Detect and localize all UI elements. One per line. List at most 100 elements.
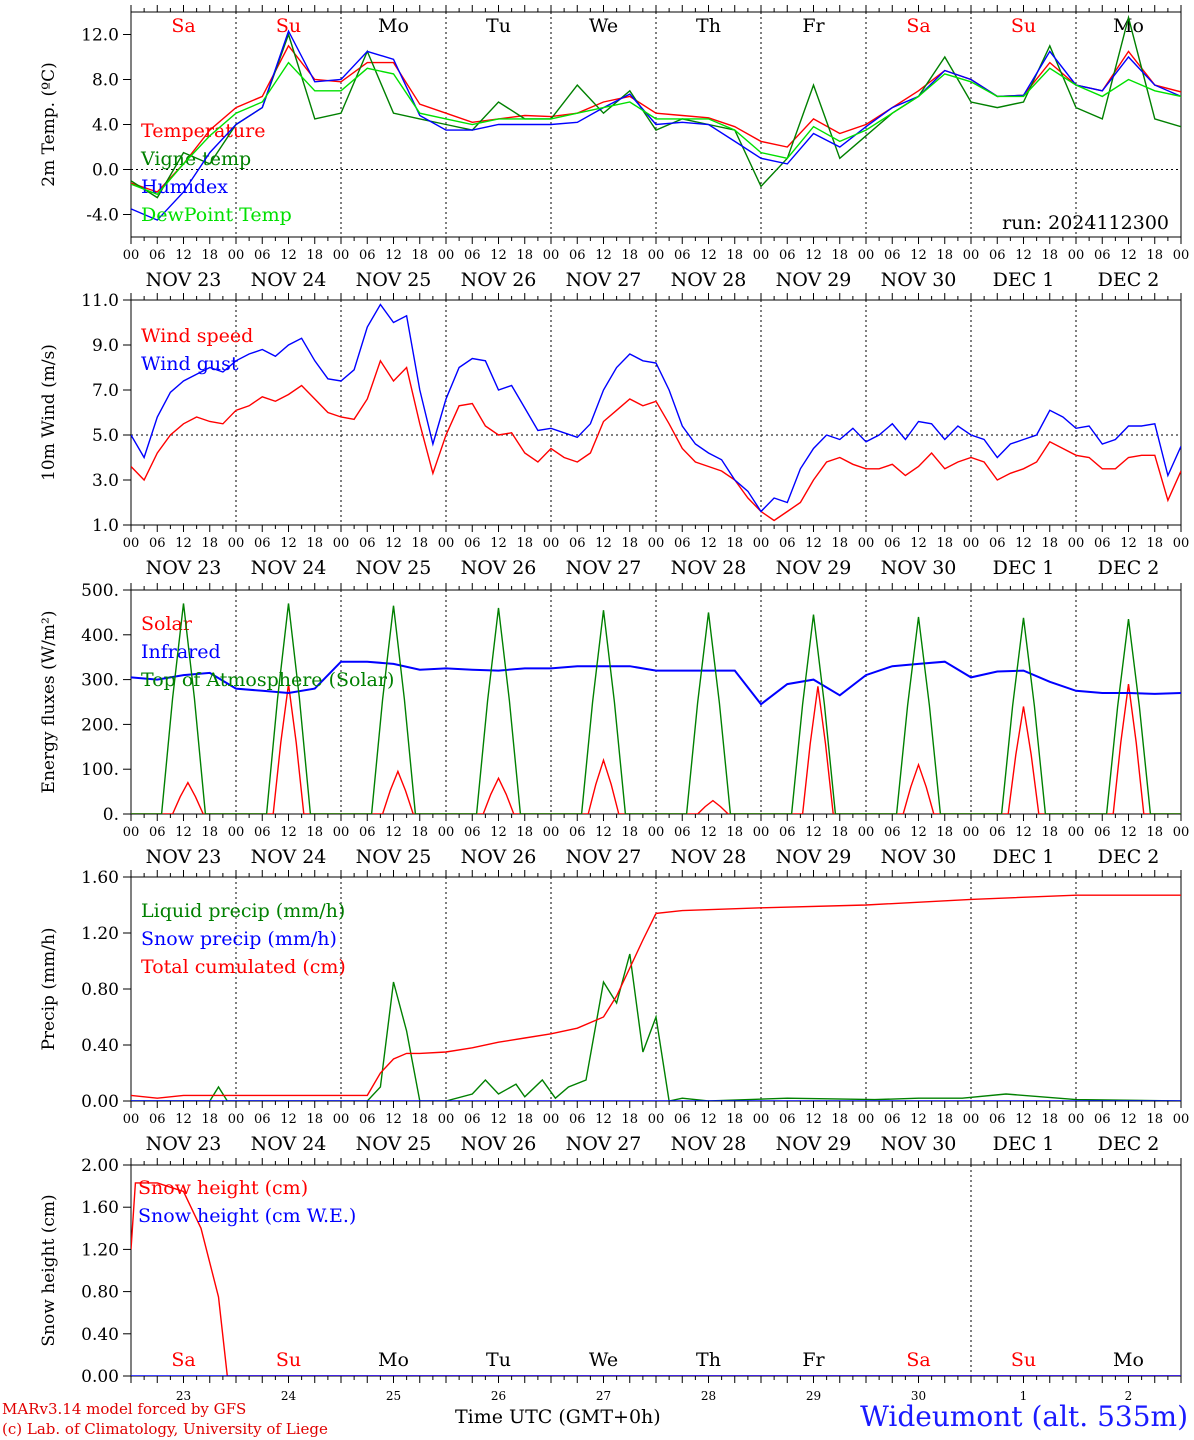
x-hour-label: 06 — [989, 248, 1006, 263]
x-hour-label: 12 — [175, 536, 192, 551]
y-axis-label: Snow height (cm) — [39, 1194, 59, 1346]
y-tick-label: 300. — [81, 671, 119, 691]
y-tick-label: 1.60 — [81, 1198, 119, 1218]
x-hour-label: 12 — [910, 248, 927, 263]
x-hour-label: 18 — [831, 248, 848, 263]
y-axis-label: 2m Temp. (ºC) — [39, 62, 59, 187]
x-hour-label: 12 — [1015, 248, 1032, 263]
x-day-label: 28 — [701, 1389, 716, 1403]
x-hour-label: 18 — [516, 248, 533, 263]
x-hour-label: 12 — [280, 248, 297, 263]
weekday-label: We — [589, 15, 618, 37]
x-hour-label: 18 — [411, 536, 428, 551]
x-hour-label: 12 — [385, 536, 402, 551]
y-tick-label: 0.80 — [81, 980, 119, 1000]
x-date-label: NOV 30 — [881, 1133, 957, 1155]
x-hour-label: 18 — [516, 536, 533, 551]
x-date-label: NOV 26 — [461, 846, 537, 868]
legend-entry: Vigne temp — [140, 148, 251, 170]
x-date-label: DEC 2 — [1098, 269, 1160, 291]
y-tick-label: 0. — [103, 805, 119, 825]
y-tick-label: 100. — [81, 760, 119, 780]
x-hour-label: 06 — [1094, 536, 1111, 551]
legend-entry: Liquid precip (mm/h) — [141, 900, 345, 922]
weekday-label: Su — [276, 1349, 301, 1371]
x-day-label: 30 — [911, 1389, 926, 1403]
series-line-snow-height-cm- — [131, 1182, 1181, 1376]
legend-entry: Humidex — [141, 176, 228, 198]
x-hour-label: 12 — [385, 825, 402, 840]
x-hour-label: 18 — [726, 536, 743, 551]
y-tick-label: 400. — [81, 626, 119, 646]
x-hour-label: 12 — [910, 825, 927, 840]
x-hour-label: 12 — [700, 536, 717, 551]
x-hour-label: 18 — [726, 825, 743, 840]
x-hour-label: 00 — [123, 248, 140, 263]
legend-entry: Wind gust — [141, 353, 239, 375]
x-hour-label: 06 — [359, 825, 376, 840]
y-tick-label: 200. — [81, 715, 119, 735]
x-hour-label: 12 — [595, 248, 612, 263]
y-tick-label: 0.40 — [81, 1036, 119, 1056]
x-date-label: NOV 27 — [566, 557, 642, 579]
x-hour-label: 06 — [779, 536, 796, 551]
x-hour-label: 06 — [989, 1112, 1006, 1127]
x-hour-label: 00 — [543, 248, 560, 263]
x-day-label: 26 — [491, 1389, 506, 1403]
x-hour-label: 00 — [543, 536, 560, 551]
x-hour-label: 06 — [884, 825, 901, 840]
x-hour-label: 06 — [254, 825, 271, 840]
x-hour-label: 18 — [1146, 248, 1163, 263]
x-hour-label: 12 — [805, 248, 822, 263]
weekday-label: Tu — [486, 15, 511, 37]
x-hour-label: 00 — [1068, 1112, 1085, 1127]
x-hour-label: 00 — [963, 825, 980, 840]
legend-entry: Snow height (cm W.E.) — [138, 1205, 356, 1227]
weekday-label: Sa — [906, 1349, 930, 1371]
x-day-label: 27 — [596, 1389, 611, 1403]
weekday-label: Th — [696, 15, 721, 37]
x-hour-label: 06 — [569, 1112, 586, 1127]
x-date-label: NOV 27 — [566, 846, 642, 868]
x-hour-label: 06 — [989, 536, 1006, 551]
x-date-label: NOV 29 — [776, 557, 852, 579]
x-day-label: 23 — [176, 1389, 191, 1403]
x-hour-label: 00 — [858, 1112, 875, 1127]
series-line-infrared — [131, 660, 1181, 706]
time-axis-label: Time UTC (GMT+0h) — [455, 1406, 661, 1428]
x-date-label: DEC 2 — [1098, 846, 1160, 868]
weekday-label: Mo — [378, 1349, 409, 1371]
x-hour-label: 06 — [254, 248, 271, 263]
legend-entry: Top of Atmosphere (Solar) — [141, 669, 394, 691]
x-hour-label: 18 — [621, 1112, 638, 1127]
x-hour-label: 06 — [674, 248, 691, 263]
x-hour-label: 00 — [333, 1112, 350, 1127]
x-hour-label: 06 — [884, 248, 901, 263]
x-hour-label: 18 — [936, 825, 953, 840]
x-date-label: NOV 25 — [356, 557, 432, 579]
y-tick-label: 0.00 — [81, 1092, 119, 1112]
x-hour-label: 06 — [989, 825, 1006, 840]
x-hour-label: 12 — [280, 536, 297, 551]
x-hour-label: 18 — [621, 248, 638, 263]
x-hour-label: 06 — [464, 1112, 481, 1127]
x-hour-label: 00 — [753, 248, 770, 263]
x-date-label: NOV 25 — [356, 846, 432, 868]
y-tick-label: 8.0 — [92, 71, 119, 91]
x-hour-label: 00 — [858, 536, 875, 551]
series-line-wind-gust — [131, 303, 1181, 513]
y-tick-label: 1.20 — [81, 924, 119, 944]
x-hour-label: 00 — [1173, 248, 1190, 263]
x-hour-label: 12 — [1120, 1112, 1137, 1127]
x-hour-label: 18 — [201, 536, 218, 551]
x-hour-label: 06 — [149, 536, 166, 551]
x-date-label: NOV 27 — [566, 269, 642, 291]
x-hour-label: 18 — [516, 1112, 533, 1127]
lab-credit: (c) Lab. of Climatology, University of L… — [2, 1420, 328, 1438]
x-hour-label: 18 — [201, 248, 218, 263]
x-hour-label: 12 — [490, 536, 507, 551]
x-hour-label: 12 — [805, 1112, 822, 1127]
x-hour-label: 18 — [1146, 825, 1163, 840]
x-hour-label: 18 — [306, 825, 323, 840]
x-hour-label: 12 — [700, 1112, 717, 1127]
